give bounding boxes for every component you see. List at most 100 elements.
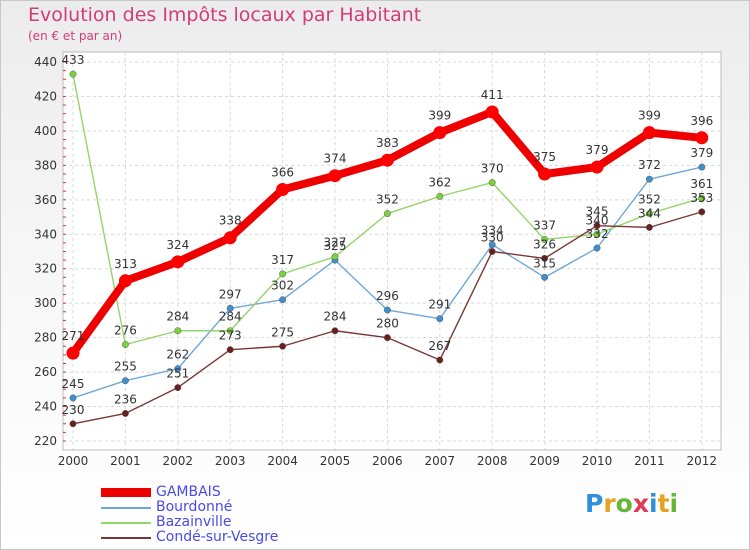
data-label: 275 [271,325,294,339]
legend-swatch-bazainville [101,522,151,524]
data-point [590,160,604,174]
data-label: 284 [324,310,347,324]
data-label: 325 [324,239,347,253]
y-tick-label: 400 [34,124,57,138]
data-label: 271 [62,329,85,343]
y-tick-label: 320 [34,262,57,276]
data-point [121,341,129,348]
data-label: 313 [114,257,137,271]
logo-letter: x [632,489,649,518]
data-label: 284 [219,310,242,324]
data-label: 317 [271,253,294,267]
y-tick-label: 360 [34,193,57,207]
data-point [226,327,234,335]
legend-swatch-gambais [101,488,151,497]
data-point [331,253,339,261]
data-label: 291 [428,298,451,312]
legend: GAMBAIS Bourdonné Bazainville Condé-sur-… [101,484,321,546]
data-point [174,384,182,392]
y-tick-label: 240 [34,400,57,414]
data-label: 315 [533,256,556,270]
data-point [433,126,447,140]
legend-label-gambais: GAMBAIS [156,484,221,500]
data-point [538,167,552,181]
y-tick-label: 260 [34,365,57,379]
data-point [593,244,601,252]
x-tick-label: 2010 [582,454,613,468]
data-point [436,356,444,364]
data-point [383,334,391,342]
data-point [436,192,444,200]
data-point [69,420,77,428]
data-point [118,274,132,288]
data-point [66,346,80,360]
y-tick-label: 380 [34,158,57,172]
data-label: 375 [533,150,556,164]
data-point [488,179,496,187]
logo-letter: o [615,489,633,518]
x-tick-label: 2005 [320,454,351,468]
y-tick-label: 340 [34,227,57,241]
data-label: 267 [428,339,451,353]
x-tick-label: 2004 [267,454,298,468]
data-point [645,223,653,231]
data-label: 296 [376,289,399,303]
data-label: 344 [638,206,661,220]
data-point [698,163,706,171]
data-point [279,296,287,304]
legend-swatch-bourdonne [101,507,151,509]
data-label: 280 [376,317,399,331]
logo-letter: i [649,489,658,518]
data-label: 334 [481,224,504,238]
data-label: 352 [638,193,661,207]
chart-title: Evolution des Impôts locaux par Habitant [28,4,422,26]
data-label: 230 [62,403,85,417]
legend-label-conde-sur-vesgre: Condé-sur-Vesgre [156,529,279,545]
x-tick-label: 2009 [529,454,560,468]
data-label: 374 [324,152,347,166]
data-label: 284 [166,310,189,324]
legend-item-gambais: GAMBAIS [101,484,321,501]
data-label: 399 [428,109,451,123]
data-point [698,194,706,202]
data-label: 255 [114,360,137,374]
plot-area [62,51,722,451]
data-point [642,126,656,140]
data-label: 383 [376,136,399,150]
data-label: 245 [62,377,85,391]
data-label: 251 [166,367,189,381]
data-label: 337 [533,218,556,232]
data-point [69,70,77,78]
data-point [485,105,499,119]
data-label: 353 [690,191,713,205]
data-point [383,210,391,218]
x-tick-label: 2011 [634,454,665,468]
data-point [488,241,496,249]
data-point [226,304,234,312]
data-point [383,306,391,314]
data-label: 345 [586,205,609,219]
data-point [541,235,549,243]
y-tick-label: 440 [34,55,57,69]
data-label: 362 [428,175,451,189]
data-label: 372 [638,158,661,172]
data-point [279,342,287,350]
y-tick-label: 280 [34,331,57,345]
data-point [645,175,653,183]
data-label: 379 [586,143,609,157]
data-point [541,273,549,281]
data-point [593,230,601,238]
legend-item-bourdonne: Bourdonné [101,499,321,516]
x-tick-label: 2006 [372,454,403,468]
y-tick-label: 420 [34,89,57,103]
data-point [121,377,129,385]
data-point [436,315,444,323]
data-label: 326 [533,237,556,251]
data-label: 236 [114,392,137,406]
data-label: 332 [586,227,609,241]
data-point [121,409,129,417]
x-tick-label: 2001 [110,454,141,468]
data-label: 340 [586,213,609,227]
